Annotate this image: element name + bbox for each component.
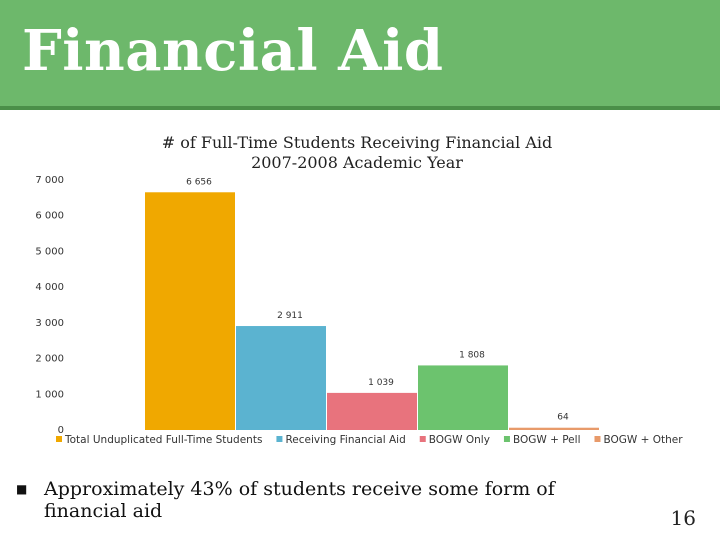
bullet-text: Approximately 43% of students receive so…	[44, 478, 555, 522]
y-tick-label: 4 000	[35, 282, 64, 293]
y-tick-label: 1 000	[35, 389, 64, 400]
legend-swatch	[503, 436, 510, 442]
bar	[509, 427, 599, 430]
legend-swatch	[56, 436, 62, 442]
bar	[418, 365, 508, 430]
data-labels: 6 656 2 911 1 039 1 808 64	[186, 177, 569, 422]
y-tick-label: 6 000	[35, 211, 64, 222]
legend: Total Unduplicated Full-Time Students Rec…	[56, 434, 683, 446]
bar	[145, 192, 235, 430]
legend-item-label: BOGW Only	[429, 434, 490, 446]
y-tick-label: 2 000	[35, 354, 64, 365]
data-label: 2 911	[277, 311, 303, 321]
bullet-item: ■ Approximately 43% of students receive …	[16, 478, 636, 522]
y-tick-label: 0	[58, 425, 64, 436]
bar	[236, 326, 326, 430]
slide-title: Financial Aid	[22, 18, 444, 84]
data-label: 64	[557, 413, 569, 423]
legend-swatch	[419, 436, 426, 442]
data-label: 1 808	[459, 350, 485, 360]
legend-item-label: BOGW + Pell	[513, 434, 581, 446]
chart-title-line2: 2007-2008 Academic Year	[251, 153, 463, 172]
legend-swatch	[594, 436, 601, 442]
chart-title-line1: # of Full-Time Students Receiving Financ…	[162, 133, 553, 152]
legend-item-label: Total Unduplicated Full-Time Students	[64, 434, 262, 446]
data-label: 6 656	[186, 177, 212, 187]
bar-chart: # of Full-Time Students Receiving Financ…	[35, 133, 683, 446]
y-axis: 0 1 000 2 000 3 000 4 000 5 000 6 000 7 000	[35, 175, 64, 436]
title-bar: Financial Aid	[0, 0, 720, 110]
data-label: 1 039	[368, 378, 394, 388]
bar	[327, 392, 417, 430]
legend-item-label: Receiving Financial Aid	[285, 434, 405, 446]
bars	[145, 192, 599, 430]
y-tick-label: 5 000	[35, 246, 64, 257]
legend-item-label: BOGW + Other	[603, 434, 683, 446]
page-number: 16	[670, 506, 696, 530]
legend-swatch	[276, 436, 283, 442]
square-bullet-icon: ■	[16, 482, 28, 496]
y-tick-label: 3 000	[35, 318, 64, 329]
y-tick-label: 7 000	[35, 175, 64, 186]
